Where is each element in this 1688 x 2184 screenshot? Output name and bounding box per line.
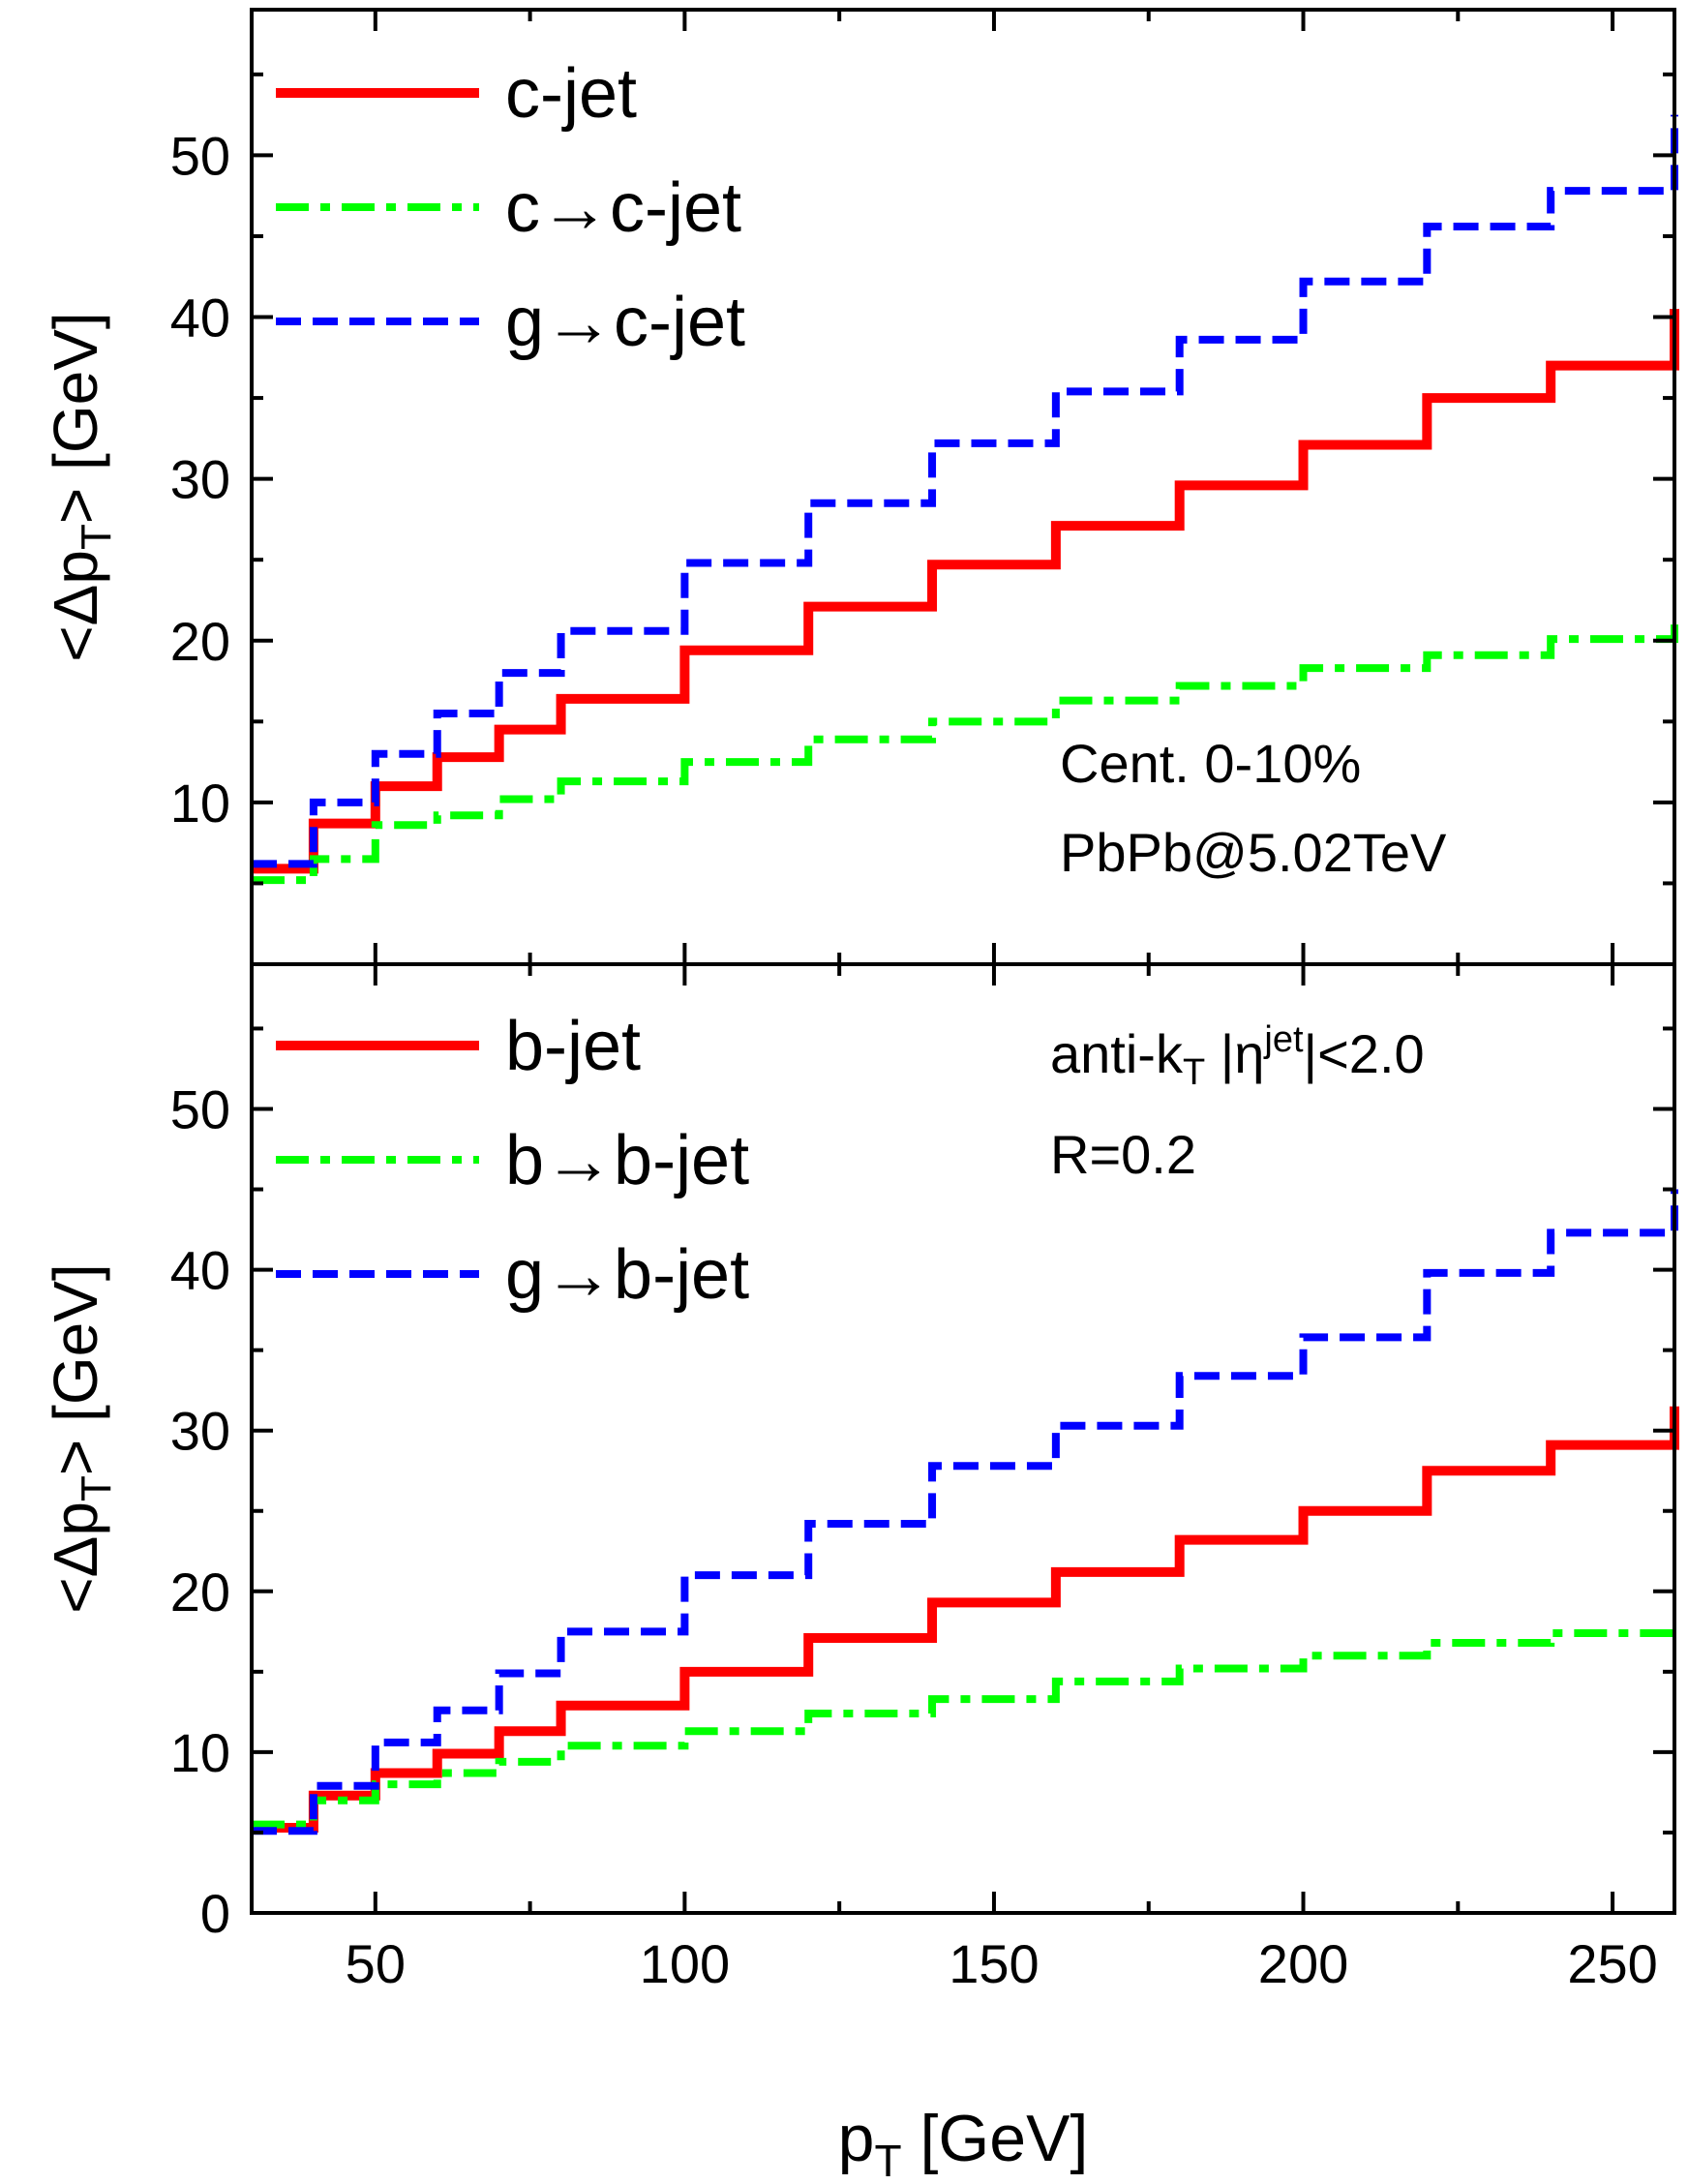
x-tick-label: 50	[346, 1933, 406, 1994]
top-y-label-prefix: <Δp	[41, 550, 110, 662]
algo-c: |<2.0	[1304, 1023, 1425, 1084]
bottom-panel-frame	[250, 962, 1676, 1915]
top-annotation-system: PbPb@5.02TeV	[1060, 822, 1447, 883]
legend-label: g→c-jet	[505, 284, 745, 361]
legend-label: g→b-jet	[505, 1236, 749, 1314]
top-panel-legend: c-jet c→c-jet g→c-jet	[276, 55, 745, 361]
y-tick-label: 10	[170, 773, 230, 834]
y-tick-label: 20	[170, 1562, 230, 1623]
bottom-y-label-sub: T	[73, 1475, 120, 1502]
top-panel-frame	[250, 8, 1676, 966]
y-tick-label: 0	[200, 1883, 230, 1944]
y-tick-label: 30	[170, 1401, 230, 1462]
bottom-annotation-algorithm: anti-kT |ηjet|<2.0	[1050, 1019, 1425, 1093]
y-tick-label: 40	[170, 288, 230, 349]
x-label-main: p	[838, 2102, 875, 2175]
bottom-panel-y-ticks: 0 10 20 30 40 50	[170, 1026, 1674, 1944]
y-tick-label: 40	[170, 1240, 230, 1301]
bottom-y-label-prefix: <Δp	[41, 1502, 110, 1614]
top-panel-curves	[252, 114, 1679, 885]
top-y-axis-label: <ΔpT> [GeV]	[41, 312, 120, 661]
bottom-panel: 0 10 20 30 40 50 50 100 150 200 250 b-jet b→b-jet g…	[41, 962, 1679, 1994]
legend-label: c→c-jet	[505, 169, 741, 247]
x-axis-label: pT [GeV]	[838, 2102, 1089, 2184]
top-panel-y-ticks: 10 20 30 40 50	[170, 72, 1674, 886]
series-b-jet-line	[252, 1406, 1679, 1833]
y-tick-label: 20	[170, 611, 230, 672]
bottom-panel-legend: b-jet b→b-jet g→b-jet	[276, 1008, 749, 1314]
x-tick-label: 150	[949, 1933, 1039, 1994]
legend-label: c-jet	[505, 55, 637, 133]
x-tick-label: 250	[1567, 1933, 1657, 1994]
x-label-sub: T	[874, 2136, 901, 2184]
bottom-annotation-radius: R=0.2	[1050, 1124, 1196, 1185]
series-b-b-jet-line	[252, 1628, 1674, 1829]
algo-b: |η	[1205, 1023, 1264, 1084]
legend-label: b-jet	[505, 1008, 641, 1085]
top-panel-x-ticks	[373, 10, 1615, 964]
y-tick-label: 30	[170, 449, 230, 510]
top-y-label-sub: T	[73, 524, 120, 550]
algo-a: anti-k	[1050, 1023, 1184, 1084]
x-tick-label: 200	[1258, 1933, 1348, 1994]
bottom-y-label-suffix: > [GeV]	[41, 1263, 110, 1475]
y-tick-label: 50	[170, 1078, 230, 1139]
series-g-b-jet-line	[252, 1189, 1678, 1835]
series-c-jet-line	[252, 309, 1679, 874]
series-g-c-jet-line	[252, 114, 1678, 868]
algo-sub: T	[1183, 1052, 1205, 1093]
bottom-y-axis-label: <ΔpT> [GeV]	[41, 1263, 120, 1613]
x-label-suffix: [GeV]	[902, 2102, 1089, 2175]
legend-label: b→b-jet	[505, 1122, 749, 1199]
y-tick-label: 50	[170, 125, 230, 186]
top-y-label-suffix: > [GeV]	[41, 312, 110, 524]
x-tick-label: 100	[640, 1933, 730, 1994]
bottom-panel-x-ticks: 50 100 150 200 250	[346, 964, 1658, 1994]
bottom-panel-curves	[252, 1189, 1679, 1835]
top-panel: 10 20 30 40 50 c-jet c→c-jet g→c-jet Cent. 0-1…	[41, 8, 1679, 966]
series-c-c-jet-line	[252, 620, 1678, 885]
top-annotation-centrality: Cent. 0-10%	[1060, 733, 1361, 794]
y-tick-label: 10	[170, 1722, 230, 1783]
algo-sup: jet	[1263, 1019, 1304, 1060]
